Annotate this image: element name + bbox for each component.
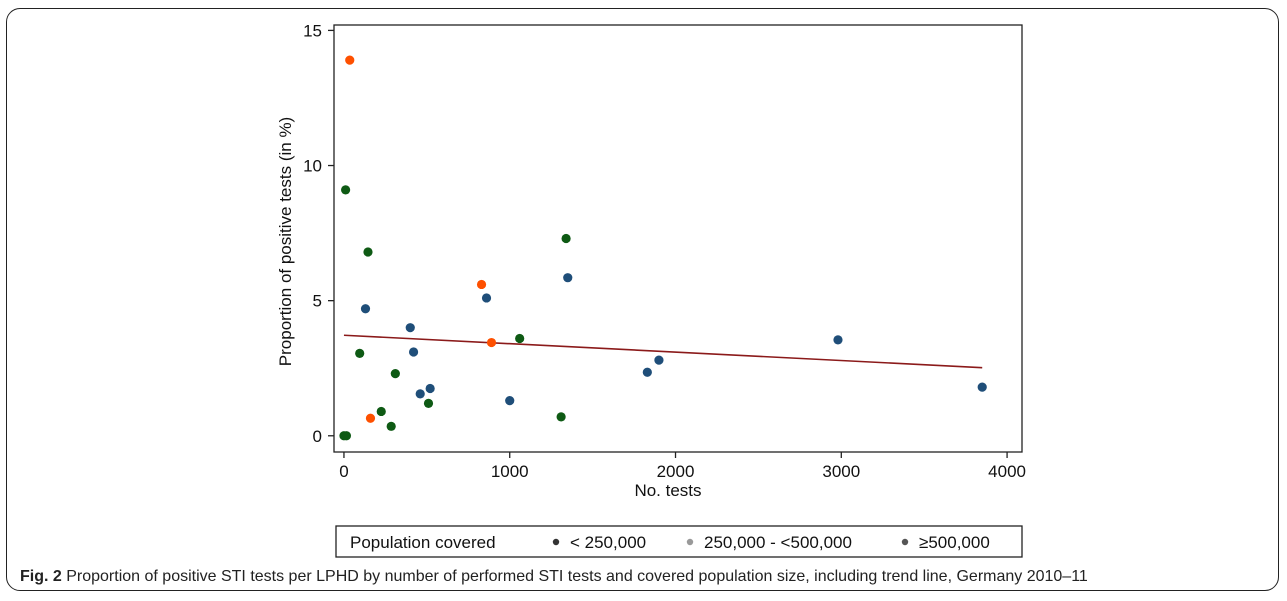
y-axis-title: Proportion of positive tests (in %): [276, 117, 295, 366]
data-point-series-3: [556, 412, 566, 422]
legend-marker-3: [901, 538, 909, 546]
legend-marker-2: [686, 538, 694, 546]
data-point-series-1: [425, 383, 435, 394]
data-point-series-1: [833, 335, 843, 345]
legend-label-3: ≥500,000: [919, 533, 990, 552]
x-axis-title: No. tests: [634, 481, 701, 500]
y-tick-label: 15: [303, 21, 322, 40]
data-point-series-2: [365, 413, 376, 423]
data-point-series-3: [561, 233, 571, 244]
legend-title: Population covered: [350, 533, 496, 552]
data-point-series-3: [386, 421, 396, 431]
data-point-series-3: [355, 348, 365, 358]
legend-marker-1: [552, 538, 560, 546]
figure-frame: [6, 8, 1279, 591]
data-point-series-1: [360, 304, 371, 314]
data-point-series-3: [390, 369, 400, 379]
data-point-series-1: [642, 367, 652, 377]
y-tick-label: 5: [313, 292, 322, 311]
data-point-series-3: [423, 398, 434, 408]
y-tick-label: 0: [313, 427, 322, 446]
data-point-series-2: [345, 55, 355, 65]
plot-area-border: [333, 24, 1023, 453]
data-point-series-1: [405, 323, 415, 333]
data-point-series-3: [363, 247, 373, 257]
y-tick-label: 10: [303, 157, 322, 176]
x-tick-label: 0: [339, 462, 348, 481]
data-point-series-1: [505, 396, 515, 406]
x-tick-label: 3000: [822, 462, 860, 481]
caption-label: Fig. 2: [20, 568, 62, 585]
data-point-series-1: [563, 273, 573, 283]
x-tick-label: 1000: [491, 462, 529, 481]
data-point-series-1: [481, 293, 492, 303]
figure-caption: Fig. 2 Proportion of positive STI tests …: [20, 568, 1088, 586]
caption-text: Proportion of positive STI tests per LPH…: [66, 568, 1088, 585]
x-tick-label: 2000: [657, 462, 695, 481]
data-point-series-1: [408, 347, 419, 357]
legend-label-1: < 250,000: [570, 533, 646, 552]
x-tick-label: 4000: [988, 462, 1026, 481]
data-point-series-3: [341, 431, 352, 441]
data-point-series-2: [486, 337, 497, 348]
data-point-series-3: [376, 406, 386, 417]
trend-line: [343, 334, 983, 369]
data-point-series-2: [476, 279, 487, 290]
data-point-series-1: [977, 382, 987, 392]
data-point-series-1: [415, 389, 425, 399]
data-point-series-3: [515, 333, 525, 344]
data-point-series-3: [341, 185, 351, 195]
legend-label-2: 250,000 - <500,000: [704, 533, 852, 552]
data-point-series-1: [654, 355, 664, 365]
